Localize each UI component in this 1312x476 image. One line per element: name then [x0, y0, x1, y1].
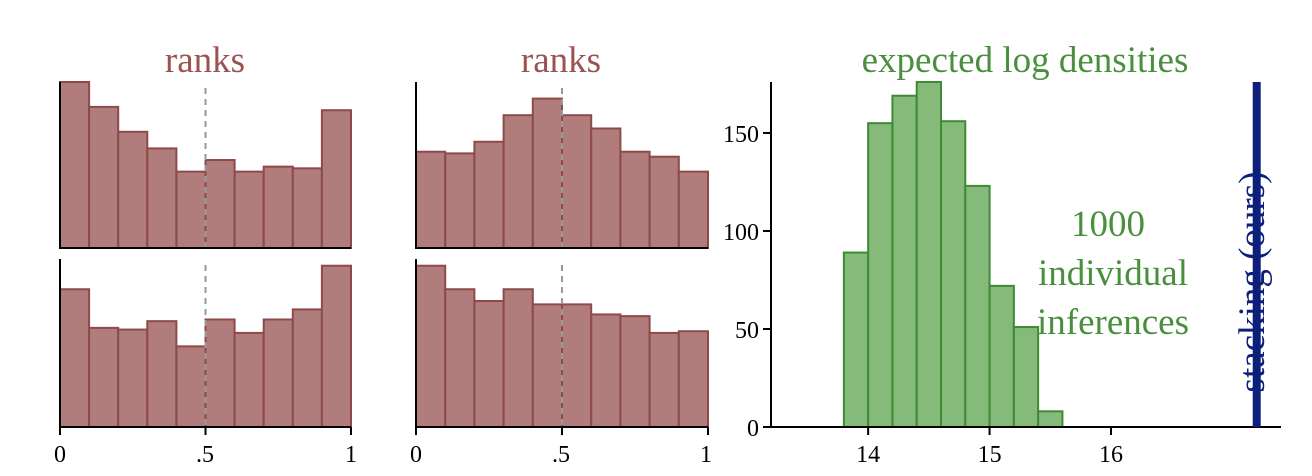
rank-bar [175, 345, 207, 428]
rank-bar [262, 318, 294, 429]
rank-bar [59, 288, 91, 428]
ranks-top-mid-panel [415, 82, 709, 250]
rank-bar [473, 140, 505, 249]
expected-log-densities-title: expected log densities [862, 40, 1189, 81]
ranks-bottom-left-panel [59, 259, 352, 435]
x-tick-label: 0 [410, 442, 422, 468]
x-tick-label: 0 [54, 442, 66, 468]
ranks-bottom-mid-panel [415, 259, 709, 435]
rank-bar [502, 288, 534, 428]
rank-bar [146, 320, 178, 428]
annotation-line-2: individual [1038, 253, 1188, 294]
rank-bar [415, 264, 447, 428]
ranks-top-left-panel [59, 81, 352, 250]
ranks-title-left: ranks [165, 40, 245, 81]
rank-bar [88, 105, 120, 250]
stacking-label: stacking (ours) [1232, 172, 1273, 393]
rank-bar [117, 328, 149, 428]
elpd-bar [988, 284, 1015, 429]
elpd-bar [842, 251, 870, 428]
rank-bar [677, 170, 709, 249]
y-tick-label: 150 [723, 122, 759, 148]
elpd-bar [1037, 410, 1064, 428]
rank-bar [59, 81, 91, 249]
rank-bar [531, 303, 563, 428]
elpd-bar [1012, 326, 1040, 428]
elpd-bar [964, 184, 991, 428]
rank-bar [444, 152, 476, 250]
rank-bar [291, 308, 323, 428]
x-tick-label: 15 [978, 442, 1002, 468]
rank-bar [175, 170, 207, 249]
rank-bar [233, 331, 265, 429]
rank-bar [590, 127, 622, 249]
rank-bar [561, 114, 593, 249]
annotation-line-3: inferences [1037, 302, 1189, 343]
rank-bar [117, 130, 149, 249]
y-tick-label: 100 [723, 220, 759, 246]
rank-bar [415, 150, 447, 249]
rank-bar [262, 165, 294, 249]
elpd-bar [891, 94, 918, 428]
rank-bar [648, 331, 680, 429]
elpd-bar [867, 122, 894, 429]
rank-bar [88, 326, 120, 429]
ranks-title-mid: ranks [521, 40, 601, 81]
rank-bar [531, 97, 563, 249]
rank-bar [233, 170, 265, 249]
rank-bar [291, 167, 323, 250]
y-tick-label: 0 [747, 416, 759, 442]
y-tick-label: 50 [735, 318, 759, 344]
rank-bar [648, 155, 680, 249]
rank-bar [204, 318, 236, 429]
expected-log-densities-panel: 0 50 100 150 14 15 16 [723, 81, 1281, 468]
elpd-bar [915, 81, 943, 428]
rank-bar [619, 150, 651, 249]
rank-bar [561, 303, 593, 428]
x-tick-label: 14 [856, 442, 880, 468]
x-tick-label: 1 [345, 442, 357, 468]
rank-bar [320, 264, 352, 428]
rank-bar [473, 300, 505, 428]
rank-bar [320, 109, 352, 249]
rank-bar [677, 330, 709, 428]
x-tick-label: 1 [700, 442, 712, 468]
x-tick-label: .5 [552, 442, 570, 468]
x-tick-label: .5 [196, 442, 214, 468]
annotation-line-1: 1000 [1071, 204, 1145, 245]
rank-bar [502, 114, 534, 249]
rank-bar [146, 147, 178, 249]
rank-bar [444, 288, 476, 428]
x-tick-label: 16 [1099, 442, 1123, 468]
elpd-bar [940, 120, 967, 428]
rank-bar [590, 313, 622, 428]
rank-bar [204, 159, 236, 250]
rank-bar [619, 315, 651, 428]
